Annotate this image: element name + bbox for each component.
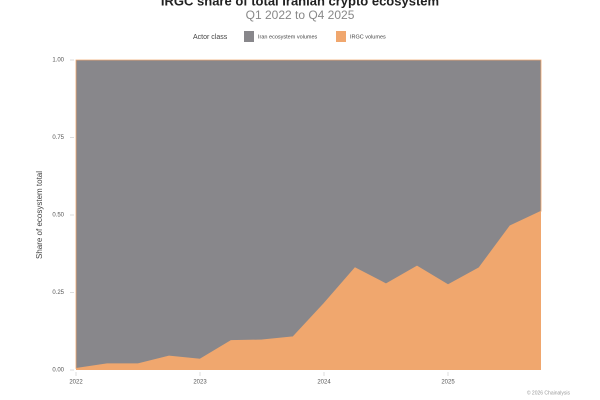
x-tick-label: 2025 — [441, 380, 455, 386]
area — [75, 59, 542, 369]
y-tick-label: 0.25 — [52, 290, 64, 296]
y-tick-label: 0.00 — [52, 368, 64, 374]
y-tick-label: 0.50 — [52, 213, 64, 219]
x-tick-label: 2022 — [69, 380, 83, 386]
y-tick-label: 1.00 — [52, 58, 64, 64]
legend-title: Actor class — [193, 34, 228, 41]
legend-swatch — [244, 31, 254, 42]
chart-title: IRGC share of total Iranian crypto ecosy… — [161, 0, 439, 8]
legend-swatch — [336, 31, 346, 42]
x-tick-label: 2023 — [193, 380, 207, 386]
credit: © 2026 Chainalysis — [527, 389, 571, 396]
legend-label: IRGC volumes — [350, 34, 386, 40]
legend-label: Iran ecosystem volumes — [258, 34, 318, 40]
area — [76, 211, 541, 370]
chart-subtitle: Q1 2022 to Q4 2025 — [246, 8, 355, 22]
x-tick-label: 2024 — [317, 380, 331, 386]
y-tick-label: 0.75 — [52, 135, 64, 141]
y-axis-label: Share of ecosystem total — [35, 171, 44, 259]
